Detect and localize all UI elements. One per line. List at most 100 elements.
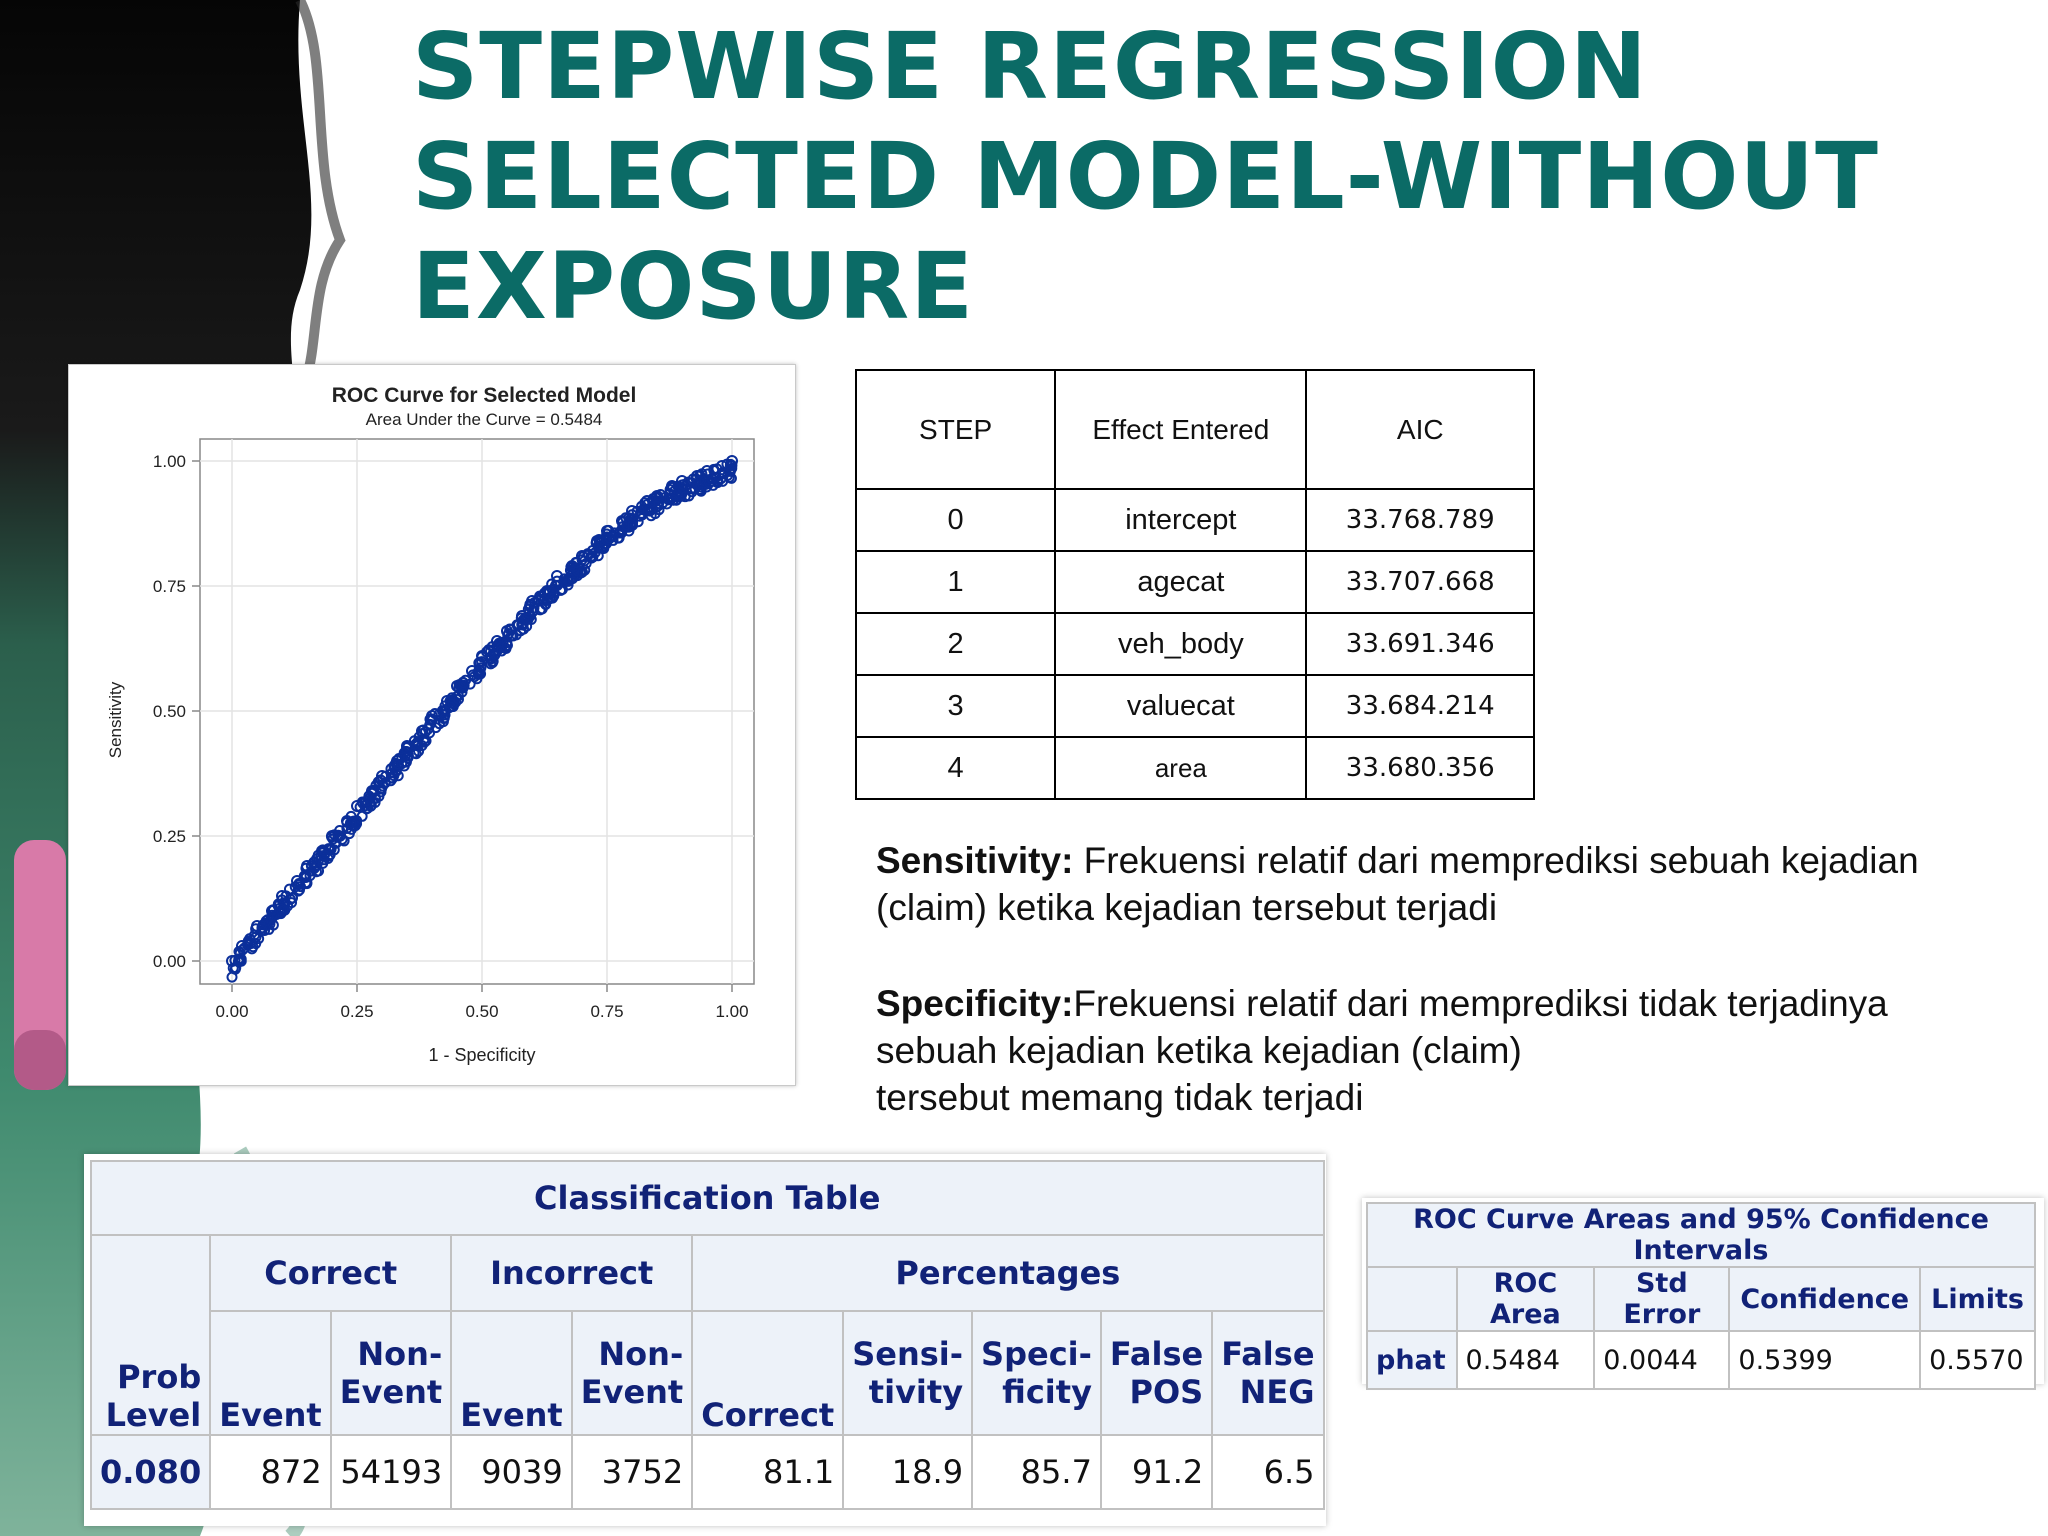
incorrect-nonevent-cell: 3752 [570,1433,694,1511]
header-step: STEP [854,369,1057,490]
stepwise-header-row: STEP Effect Entered AIC [854,369,1535,490]
x-axis-ticks: 0.00 0.25 0.50 0.75 1.00 [215,984,749,1021]
roc-point [392,770,404,782]
specificity-text-1: Frekuensi relatif dari memprediksi tidak… [1073,983,1888,1024]
roc-point [318,854,330,866]
roc-point [429,707,441,719]
specificity-definition: Specificity:Frekuensi relatif dari mempr… [876,980,2016,1121]
roc-curve-chart: ROC Curve for Selected Model Area Under … [68,364,796,1086]
incorrect-event-cell: 9039 [450,1433,573,1511]
chart-grid [200,439,754,984]
std-error-cell: 0.0044 [1593,1330,1731,1390]
table-row: 3 valuecat 33.684.214 [854,674,1535,738]
roc-point [501,639,513,651]
roc-point [332,829,344,841]
roc-point [679,491,691,503]
effect-cell: valuecat [1054,674,1308,738]
pct-correct-cell: 81.1 [691,1433,845,1511]
aic-cell: 33.691.346 [1305,612,1535,676]
roc-point [551,575,563,587]
aic-cell: 33.707.668 [1305,550,1535,614]
roc-point [627,519,639,531]
effect-cell: veh_body [1054,612,1308,676]
step-cell: 1 [854,550,1057,614]
header-aic: AIC [1305,369,1535,490]
roc-point [293,877,305,889]
header-group-correct: Correct [209,1234,453,1313]
roc-point [438,713,450,725]
roc-point [279,897,291,909]
roc-point [505,630,517,642]
x-tick-label: 0.50 [465,1002,498,1021]
header-group-incorrect: Incorrect [450,1234,694,1313]
sensitivity-definition: Sensitivity: Frekuensi relatif dari memp… [876,837,2016,931]
aic-cell: 33.680.356 [1305,736,1535,800]
roc-point [536,603,548,615]
header-limits: Limits [1919,1266,2036,1332]
roc-point [345,817,357,829]
roc-point [351,818,363,830]
roc-ci-table: ROC Curve Areas and 95% Confidence Inter… [1366,1202,2036,1390]
header-std-error: Std Error [1593,1266,1731,1332]
header-empty [1366,1266,1458,1332]
roc-point [552,579,564,591]
header-false-neg: False NEG [1211,1310,1325,1436]
x-tick-label: 0.00 [215,1002,248,1021]
roc-point [232,955,244,967]
y-tick-label: 0.25 [153,827,186,846]
pink-chalk-icon [14,840,66,1090]
roc-point [487,655,499,667]
row-label-phat: phat [1366,1330,1458,1390]
roc-point [305,865,317,877]
roc-point [547,592,559,604]
header-false-pos: False POS [1099,1310,1214,1436]
roc-point [253,933,265,945]
sensitivity-term: Sensitivity: [876,840,1074,881]
table-row: phat 0.5484 0.0044 0.5399 0.5570 [1366,1330,2036,1390]
title-line-1: STEPWISE REGRESSION [412,13,1648,120]
roc-point [396,752,408,764]
roc-point [328,844,340,856]
false-pos-cell: 91.2 [1099,1433,1214,1511]
roc-point [458,677,470,689]
step-cell: 4 [854,736,1057,800]
classification-table-panel: Classification Table Prob Level Correct … [84,1154,1326,1526]
roc-point [567,567,579,579]
roc-point [474,665,486,677]
y-axis-ticks: 0.00 0.25 0.50 0.75 1.00 [153,452,200,971]
slide-title: STEPWISE REGRESSION SELECTED MODEL-WITHO… [412,12,2012,342]
roc-point [227,962,239,974]
header-correct-event: Event [209,1310,332,1436]
x-tick-label: 1.00 [715,1002,748,1021]
effect-cell: agecat [1054,550,1308,614]
roc-point [621,519,633,531]
y-axis-label: Sensitivity [106,681,125,758]
roc-point [267,919,279,931]
header-confidence: Confidence [1728,1266,1922,1332]
roc-point [305,860,317,872]
stepwise-table: STEP Effect Entered AIC 0 intercept 33.7… [854,369,1535,800]
roc-point [653,504,665,516]
roc-point [402,740,414,752]
false-neg-cell: 6.5 [1211,1433,1325,1511]
roc-area-cell: 0.5484 [1455,1330,1596,1390]
roc-point [361,797,373,809]
y-tick-label: 1.00 [153,452,186,471]
roc-point [266,909,278,921]
table-row: 0.080 872 54193 9039 3752 81.1 18.9 85.7… [89,1433,1325,1511]
confidence-lower-cell: 0.5399 [1728,1330,1922,1390]
header-correct-nonevent: Non- Event [329,1310,453,1436]
aic-cell: 33.684.214 [1305,674,1535,738]
roc-point [278,904,290,916]
roc-point [496,645,508,657]
title-line-2: SELECTED MODEL-WITHOUT [412,123,1879,230]
y-tick-label: 0.75 [153,577,186,596]
header-prob-level: Prob Level [89,1234,212,1436]
x-tick-label: 0.75 [590,1002,623,1021]
roc-point [723,471,735,483]
roc-chart-svg: ROC Curve for Selected Model Area Under … [106,384,755,1065]
header-incorrect-nonevent: Non- Event [570,1310,694,1436]
chart-subtitle: Area Under the Curve = 0.5484 [366,410,603,429]
specificity-text-2: sebuah kejadian ketika kejadian (claim) [876,1030,1522,1071]
specificity-term: Specificity: [876,983,1074,1024]
